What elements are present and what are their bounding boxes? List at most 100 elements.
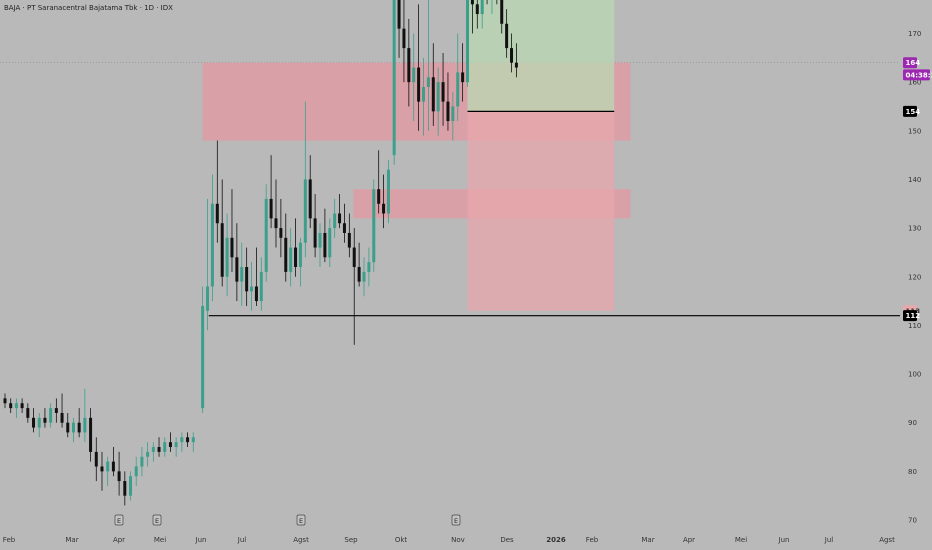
- y-tick-label: 130: [908, 225, 921, 233]
- candle-body: [505, 23, 509, 49]
- candle-body: [163, 442, 167, 452]
- candle-body: [9, 403, 13, 409]
- candle-body: [422, 87, 426, 102]
- y-tick-label: 170: [908, 30, 921, 38]
- x-tick-label: Jul: [237, 536, 247, 544]
- candle-body: [134, 466, 138, 477]
- x-tick-label: Jun: [778, 536, 790, 544]
- candle-body: [441, 82, 445, 102]
- candle-body: [43, 417, 47, 423]
- x-tick-label: Mei: [735, 536, 747, 544]
- x-tick-label: Jun: [195, 536, 207, 544]
- x-tick-label: Nov: [451, 536, 465, 544]
- candle-body: [412, 67, 416, 83]
- x-tick-label: 2026: [546, 536, 566, 544]
- candle-body: [264, 198, 268, 272]
- candle-body: [83, 417, 87, 433]
- candle-body: [111, 461, 115, 472]
- y-tick-label: 160: [908, 79, 921, 87]
- candle-body: [347, 232, 351, 248]
- candle-body: [186, 437, 190, 443]
- y-tick-label: 100: [908, 371, 921, 379]
- candle-body: [240, 267, 244, 282]
- candle-body: [140, 456, 144, 467]
- stop-zone[interactable]: [467, 111, 615, 311]
- candle-body: [461, 72, 465, 83]
- earnings-marker-label: E: [155, 517, 159, 525]
- price-label: 112: [906, 312, 921, 320]
- candle-body: [106, 461, 110, 472]
- candle-body: [377, 189, 381, 204]
- candle-body: [279, 228, 283, 238]
- x-tick-label: Apr: [113, 536, 125, 544]
- candle-body: [60, 412, 64, 423]
- candle-body: [235, 257, 239, 282]
- price-label-box: [903, 57, 917, 69]
- earnings-icon[interactable]: [114, 514, 124, 526]
- candle-body: [117, 471, 121, 482]
- candle-body: [480, 0, 484, 15]
- candle-body: [201, 305, 205, 409]
- candle-body: [436, 82, 440, 112]
- candle-body: [426, 77, 430, 88]
- candle-body: [357, 267, 361, 282]
- candle-body: [417, 67, 421, 102]
- candle-body: [274, 218, 278, 229]
- x-tick-label: Jul: [824, 536, 834, 544]
- candle-body: [431, 77, 435, 112]
- candle-body: [362, 271, 366, 282]
- candle-body: [230, 237, 234, 258]
- y-tick-label: 110: [908, 322, 921, 330]
- candle-body: [289, 247, 293, 272]
- price-label: 154: [906, 108, 921, 116]
- earnings-marker-label: E: [117, 517, 121, 525]
- x-tick-label: Okt: [395, 536, 408, 544]
- target-zone[interactable]: [467, 0, 615, 112]
- candle-body: [14, 403, 18, 409]
- candle-body: [284, 237, 288, 272]
- x-tick-label: Sep: [344, 536, 358, 544]
- price-label-box: [903, 310, 917, 322]
- candle-body: [245, 267, 249, 292]
- candle-body: [397, 0, 401, 29]
- candle-body: [77, 422, 81, 433]
- candle-body: [510, 48, 514, 63]
- candle-body: [3, 398, 7, 404]
- candle-body: [372, 189, 376, 263]
- candle-body: [89, 417, 93, 452]
- earnings-icon[interactable]: [296, 514, 306, 526]
- candle-body: [313, 218, 317, 248]
- x-tick-label: Des: [500, 536, 514, 544]
- candle-body: [500, 0, 504, 24]
- candle-body: [20, 403, 24, 409]
- symbol-title: BAJA · PT Saranacentral Bajatama Tbk · 1…: [4, 4, 173, 12]
- x-tick-label: Agst: [293, 536, 309, 544]
- candle-body: [475, 4, 479, 15]
- candle-body: [129, 476, 133, 496]
- candle-body: [514, 62, 518, 68]
- y-tick-label: 150: [908, 127, 921, 135]
- x-tick-label: Feb: [3, 536, 16, 544]
- candle-body: [100, 466, 104, 472]
- candle-body: [66, 422, 70, 433]
- candle-body: [220, 223, 224, 277]
- candle-body: [146, 451, 150, 457]
- candle-body: [37, 417, 41, 428]
- candle-body: [333, 213, 337, 229]
- candle-body: [298, 242, 302, 268]
- x-tick-label: Apr: [683, 536, 695, 544]
- candle-body: [180, 437, 184, 443]
- candle-body: [382, 203, 386, 214]
- y-tick-label: 80: [908, 468, 917, 476]
- candle-body: [215, 203, 219, 224]
- candle-body: [210, 203, 214, 287]
- candle-body: [206, 286, 210, 311]
- earnings-icon[interactable]: [451, 514, 461, 526]
- candle-body: [402, 28, 406, 49]
- candle-body: [318, 232, 322, 248]
- earnings-icon[interactable]: [152, 514, 162, 526]
- candle-body: [456, 72, 460, 107]
- candle-body: [446, 101, 450, 122]
